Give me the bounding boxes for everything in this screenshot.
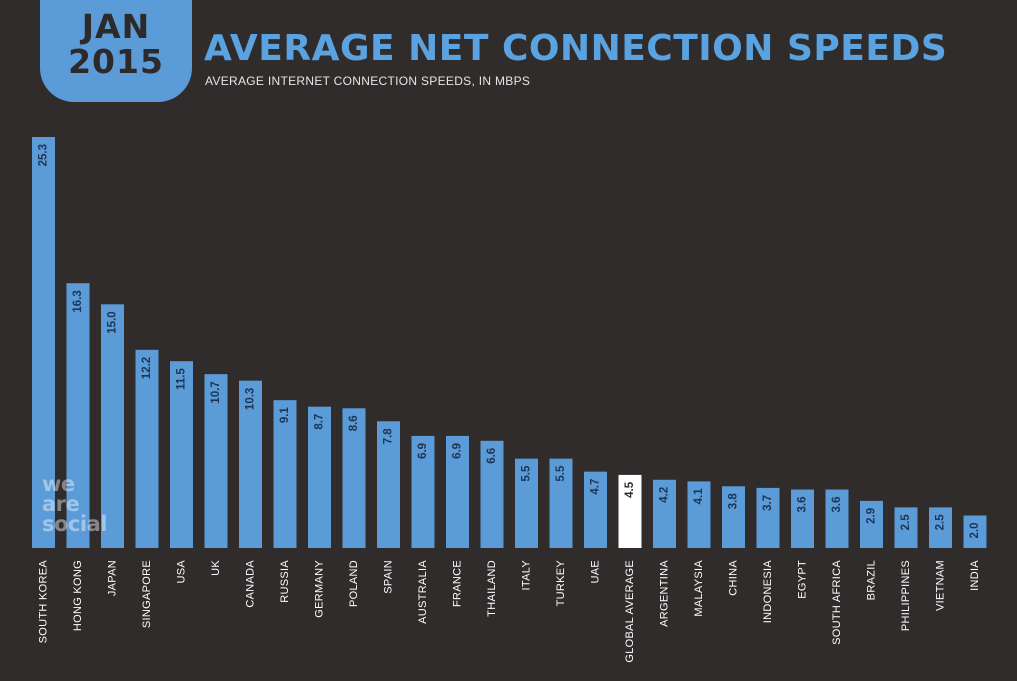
value-label-russia: 9.1: [279, 407, 291, 424]
bar-japan: [101, 304, 124, 548]
category-label-south-africa: SOUTH AFRICA: [831, 560, 843, 645]
value-label-france: 6.9: [452, 443, 464, 459]
chart-title: AVERAGE NET CONNECTION SPEEDS: [204, 28, 948, 69]
bar-russia: [273, 400, 297, 548]
value-label-global-average: 4.5: [624, 481, 636, 498]
category-label-uk: UK: [210, 560, 222, 576]
bar-argentina: [653, 479, 676, 548]
bar-egypt: [791, 489, 814, 548]
bar-thailand: [480, 440, 504, 548]
date-month: JAN: [81, 7, 151, 46]
value-label-spain: 7.8: [383, 428, 395, 445]
value-label-brazil: 2.9: [866, 508, 878, 524]
bar-hong-kong: [66, 283, 90, 548]
category-label-vietnam: VIETNAM: [935, 560, 947, 611]
bar-malaysia: [687, 481, 711, 548]
category-label-spain: SPAIN: [383, 560, 395, 594]
value-label-hong-kong: 16.3: [72, 290, 84, 312]
category-label-canada: CANADA: [245, 560, 257, 608]
value-label-philippines: 2.5: [900, 514, 912, 531]
bar-germany: [308, 406, 331, 548]
bar-indonesia: [756, 487, 780, 548]
category-label-indonesia: INDONESIA: [762, 560, 774, 624]
category-label-egypt: EGYPT: [797, 560, 809, 599]
value-label-uk: 10.7: [210, 381, 222, 403]
value-label-japan: 15.0: [107, 311, 119, 333]
bar-singapore: [135, 349, 159, 548]
category-label-poland: POLAND: [348, 560, 360, 607]
category-label-australia: AUSTRALIA: [417, 560, 429, 624]
value-label-uae: 4.7: [590, 479, 602, 495]
bar-brazil: [860, 500, 883, 548]
value-label-singapore: 12.2: [141, 357, 153, 379]
category-label-france: FRANCE: [452, 560, 464, 607]
value-label-canada: 10.3: [245, 388, 257, 410]
category-label-south-korea: SOUTH KOREA: [38, 560, 50, 644]
bar-global-average: [618, 474, 642, 548]
value-label-vietnam: 2.5: [935, 514, 947, 531]
bar-italy: [515, 458, 538, 548]
value-label-argentina: 4.2: [659, 487, 671, 503]
value-label-germany: 8.7: [314, 414, 326, 430]
category-label-thailand: THAILAND: [486, 560, 498, 617]
watermark-line-3: social: [42, 512, 107, 536]
value-label-thailand: 6.6: [486, 448, 498, 464]
category-label-malaysia: MALAYSIA: [693, 560, 705, 617]
bar-china: [722, 486, 745, 548]
chart-subtitle: AVERAGE INTERNET CONNECTION SPEEDS, IN M…: [205, 74, 531, 88]
bar-spain: [377, 421, 400, 548]
category-label-india: INDIA: [969, 560, 981, 591]
value-label-australia: 6.9: [417, 443, 429, 459]
category-label-singapore: SINGAPORE: [141, 560, 153, 628]
value-label-indonesia: 3.7: [762, 495, 774, 511]
bar-south-korea: [32, 137, 55, 548]
bar-australia: [411, 435, 435, 548]
bar-uae: [584, 471, 607, 548]
value-label-turkey: 5.5: [555, 465, 567, 482]
watermark-line-1: we: [42, 472, 75, 496]
date-badge: JAN 2015: [40, 9, 192, 79]
value-label-south-korea: 25.3: [38, 144, 50, 166]
category-label-turkey: TURKEY: [555, 560, 567, 607]
date-tab: [40, 0, 192, 102]
bar-turkey: [549, 458, 573, 548]
value-label-south-africa: 3.6: [831, 497, 843, 513]
date-year: 2015: [68, 42, 164, 81]
category-label-argentina: ARGENTINA: [659, 560, 671, 627]
bar-usa: [170, 361, 193, 548]
bar-uk: [204, 374, 228, 548]
category-label-japan: JAPAN: [107, 560, 119, 596]
category-label-usa: USA: [176, 560, 188, 584]
watermark-line-2: are: [42, 492, 80, 516]
bar-vietnam: [929, 507, 952, 548]
category-label-uae: UAE: [590, 560, 602, 584]
category-label-philippines: PHILIPPINES: [900, 560, 912, 631]
category-label-hong-kong: HONG KONG: [72, 560, 84, 631]
bar-south-africa: [825, 489, 849, 548]
value-label-poland: 8.6: [348, 415, 360, 431]
category-label-brazil: BRAZIL: [866, 560, 878, 600]
category-label-global-average: GLOBAL AVERAGE: [624, 560, 636, 663]
category-label-italy: ITALY: [521, 560, 533, 591]
bar-poland: [342, 408, 366, 548]
bar-india: [963, 515, 987, 548]
value-label-malaysia: 4.1: [693, 488, 705, 505]
value-label-italy: 5.5: [521, 465, 533, 482]
category-label-germany: GERMANY: [314, 560, 326, 618]
category-label-russia: RUSSIA: [279, 560, 291, 603]
value-label-china: 3.8: [728, 493, 740, 510]
bar-canada: [239, 380, 262, 548]
category-label-china: CHINA: [728, 560, 740, 596]
bar-france: [446, 435, 469, 548]
bar-philippines: [894, 507, 918, 548]
we-are-social-watermark: we are social: [42, 472, 107, 536]
value-label-egypt: 3.6: [797, 497, 809, 513]
value-label-india: 2.0: [969, 523, 981, 539]
value-label-usa: 11.5: [176, 368, 188, 390]
